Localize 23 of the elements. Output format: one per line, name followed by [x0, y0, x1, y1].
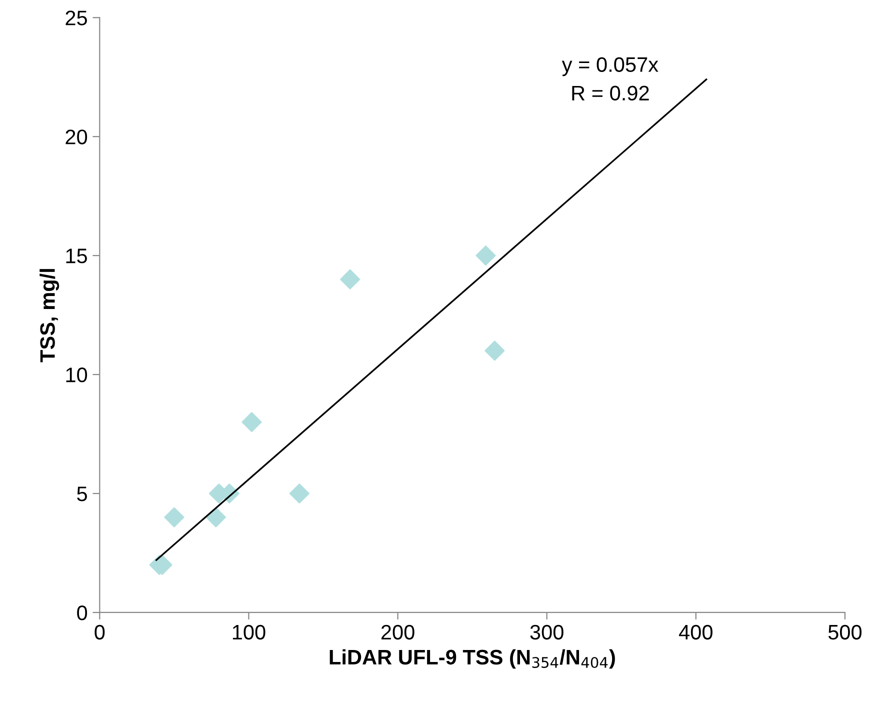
point: [242, 412, 262, 432]
x-tick-label: 0: [94, 624, 105, 640]
x-tick-label: 400: [679, 624, 712, 640]
y-axis-title: TSS, mg/l: [40, 269, 60, 362]
y-tick-label: 15: [66, 248, 87, 264]
y-tick-label: 25: [66, 10, 87, 26]
point: [206, 507, 226, 528]
x-tick-label: 200: [381, 624, 414, 640]
y-tick-label: 0: [77, 605, 88, 620]
x-axis-title: LiDAR UFL-9 TSS (N$_{354}$/N$_{404}$): [330, 649, 615, 669]
x-tick-label: 500: [828, 624, 862, 640]
point: [164, 507, 184, 528]
point: [484, 340, 505, 361]
x-tick-label: 300: [530, 624, 564, 640]
point: [476, 246, 496, 266]
x-tick-label: 100: [232, 624, 266, 640]
annotation: R = 0.92: [572, 86, 649, 101]
y-tick-label: 20: [66, 130, 88, 144]
annotation: y = 0.057x: [562, 57, 658, 76]
y-tick-label: 5: [77, 486, 87, 502]
point: [289, 483, 310, 504]
y-tick-label: 10: [66, 368, 88, 382]
point: [340, 269, 360, 290]
